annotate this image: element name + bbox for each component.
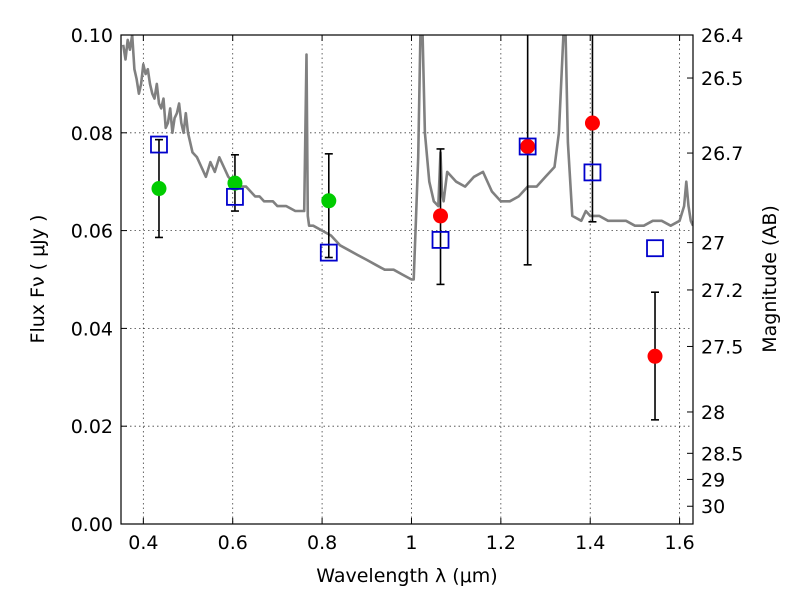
x-tick-label: 1.6 (664, 532, 694, 554)
y2-tick-label: 27.2 (701, 280, 743, 302)
red-data-point (584, 115, 600, 131)
model-square-point (646, 239, 664, 258)
model-square-point (150, 135, 168, 154)
model-square-point (431, 230, 450, 249)
y2-tick-label: 26.5 (701, 68, 743, 90)
template-spectrum-line (121, 35, 693, 281)
template-spectrum (121, 35, 693, 281)
y-tick-label: 0.10 (71, 25, 113, 47)
x-axis-label: Wavelength λ (μm) (316, 565, 497, 587)
y-tick-label: 0.04 (71, 318, 113, 340)
y2-tick-label: 26.7 (701, 143, 743, 165)
data-points (150, 115, 664, 364)
red-data-point (647, 348, 663, 364)
model-square-point (583, 163, 602, 182)
y2-tick-label: 30 (701, 496, 725, 518)
y2-tick-label: 28 (701, 402, 725, 424)
y-tick-label: 0.02 (71, 416, 113, 438)
plot-frame (120, 34, 694, 525)
green-data-point (321, 193, 337, 209)
y-tick-label: 0.08 (71, 123, 113, 145)
x-tick-label: 0.4 (128, 532, 158, 554)
x-tick-label: 1.4 (575, 532, 605, 554)
model-square-point (518, 137, 537, 156)
y2-tick-label: 27.5 (701, 336, 743, 358)
red-data-point (520, 138, 536, 154)
x-tick-label: 1.2 (486, 532, 516, 554)
axis-ticks: 0.4 0.6 0.8 1 1.2 1.4 1.6 0.00 0.02 0.04 0.06 0.08 0… (71, 25, 744, 554)
y-axis-label: Flux Fν ( μJy ) (27, 215, 49, 344)
x-tick-label: 1 (405, 532, 417, 554)
green-data-point (227, 175, 243, 191)
error-bars (154, 35, 660, 421)
model-square-point (319, 243, 338, 262)
y2-axis-label: Magnitude (AB) (759, 205, 781, 353)
red-data-point (433, 208, 449, 224)
y-tick-label: 0.06 (71, 221, 113, 243)
x-tick-label: 0.8 (307, 532, 337, 554)
y-tick-label: 0.00 (71, 514, 113, 536)
green-data-point (151, 181, 167, 197)
grid (121, 35, 693, 524)
model-square-point (226, 187, 244, 206)
y2-tick-label: 28.5 (701, 443, 743, 465)
x-tick-label: 0.6 (218, 532, 248, 554)
y2-tick-label: 29 (701, 469, 725, 491)
y2-tick-label: 27 (701, 233, 725, 255)
y2-tick-label: 26.4 (701, 25, 743, 47)
